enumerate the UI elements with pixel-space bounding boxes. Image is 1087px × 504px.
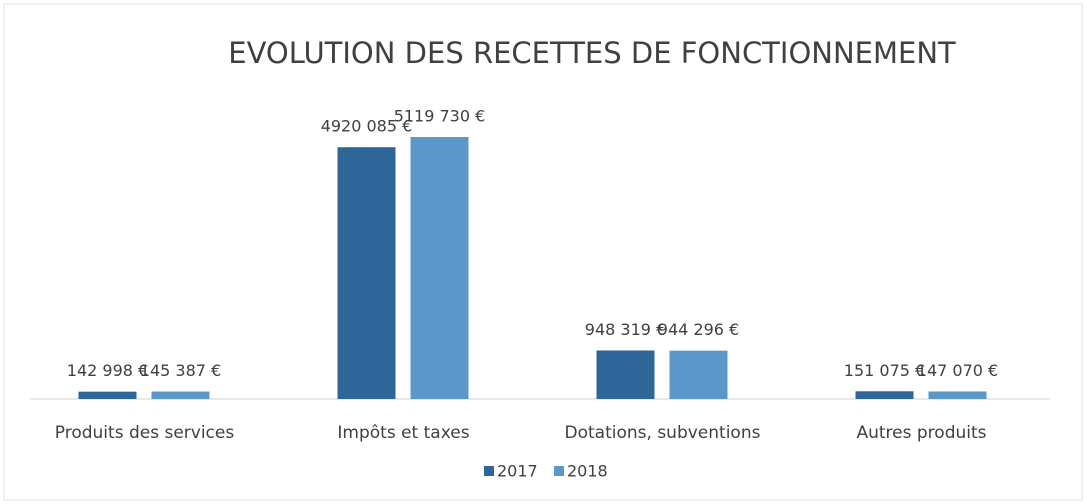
x-tick-label: Impôts et taxes (337, 423, 469, 443)
chart-title: EVOLUTION DES RECETTES DE FONCTIONNEMENT (228, 36, 956, 70)
data-label: 5119 730 € (394, 107, 486, 126)
bar (596, 350, 655, 399)
data-label: 944 296 € (658, 320, 739, 339)
bar (151, 391, 210, 399)
data-label: 948 319 € (585, 320, 666, 339)
bar (855, 391, 914, 399)
data-label: 151 075 € (844, 361, 925, 380)
x-tick-label: Autres produits (856, 423, 986, 443)
bar (337, 147, 396, 399)
data-label: 147 070 € (917, 361, 998, 380)
bar (669, 350, 728, 399)
x-tick-label: Dotations, subventions (565, 423, 761, 443)
bar (410, 137, 469, 399)
legend-swatch (554, 466, 564, 476)
legend-swatch (484, 466, 494, 476)
data-label: 142 998 € (67, 361, 148, 380)
legend-label: 2018 (567, 462, 608, 481)
legend-label: 2017 (497, 462, 538, 481)
bar (928, 391, 987, 399)
bar (78, 391, 137, 399)
chart-frame (3, 3, 1083, 501)
data-label: 4920 085 € (321, 117, 413, 136)
data-label: 145 387 € (140, 361, 221, 380)
x-tick-label: Produits des services (55, 423, 235, 443)
